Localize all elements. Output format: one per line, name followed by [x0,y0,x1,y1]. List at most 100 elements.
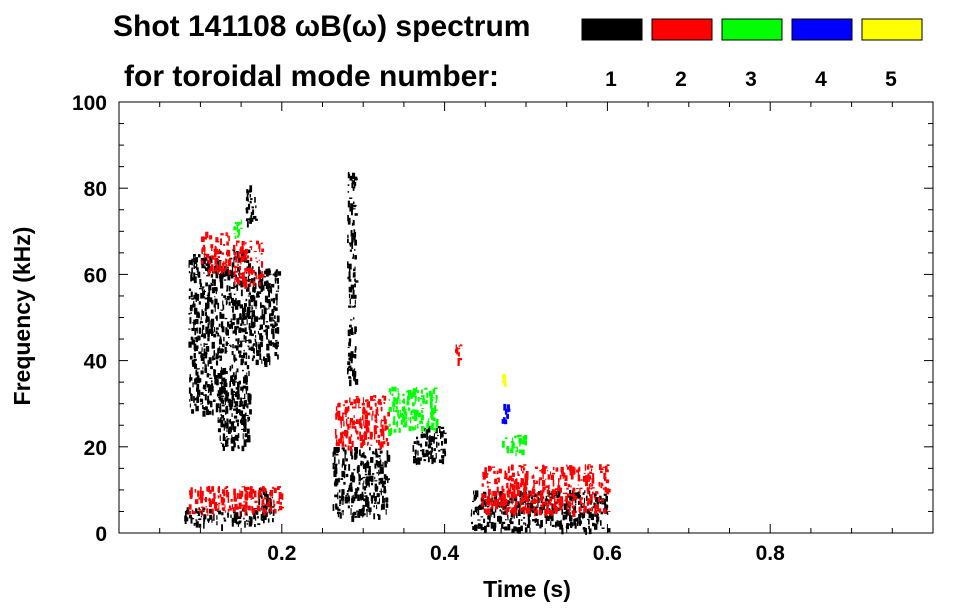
spectrum-cell [204,394,207,401]
spectrum-cell [393,416,395,424]
spectrum-cell [203,266,205,269]
spectrum-cell [275,271,277,277]
spectrum-cell [248,355,250,359]
spectrum-cell [228,270,231,275]
spectrum-cell [198,351,202,355]
spectrum-cell [434,387,438,390]
spectrum-cell [508,503,510,505]
spectrum-cell [350,449,353,457]
spectrum-cell [366,511,368,518]
spectrum-cell [560,466,563,473]
spectrum-cell [255,516,257,521]
spectrum-cell [578,466,581,472]
spectrum-cell [242,278,246,283]
spectrum-cell [383,486,386,490]
spectrum-cell [487,485,489,488]
spectrum-cell [266,308,269,310]
spectrum-cell [570,495,574,502]
spectrum-cell [371,414,373,421]
spectrum-cell [441,455,445,459]
spectrum-cell [417,450,419,456]
spectrum-cell [444,450,447,457]
spectrum-cell [243,334,246,338]
spectrum-cell [200,354,204,359]
spectrum-cell [499,516,503,522]
spectrum-cell [513,513,515,519]
spectrum-cell [511,437,514,442]
spectrum-cell [567,523,571,526]
spectrum-cell [354,326,357,333]
spectrum-cell [265,282,269,289]
spectrum-cell [458,347,461,350]
spectrum-cell [493,470,496,474]
spectrum-cell [379,450,383,454]
spectrum-cell [536,519,539,526]
spectrum-cell [219,406,222,413]
spectrum-cell [337,492,339,500]
spectrum-cell [362,397,364,404]
spectrum-cell [359,437,363,441]
spectrum-cell [211,516,213,523]
spectrum-cell [516,512,518,518]
spectrum-cell [193,323,195,330]
spectrum-cell [428,418,430,422]
spectrum-cell [235,338,238,342]
spectrum-cell [557,485,561,491]
spectrum-cell [578,501,580,505]
spectrum-cell [350,230,353,237]
spectrum-cell [230,514,232,518]
spectrum-cell [437,426,441,428]
spectrum-cell [236,345,239,351]
spectrum-cell [235,358,238,361]
spectrum-cell [275,290,279,292]
spectrum-cell [274,342,278,348]
spectrum-cell [340,478,344,480]
spectrum-cell [225,265,228,269]
spectrum-cell [240,219,242,225]
spectrum-cell [231,519,234,527]
spectrum-cell [606,464,610,466]
spectrum-cell [426,423,430,428]
spectrum-cell [240,227,243,230]
spectrum-cell [224,269,227,271]
spectrum-cell [347,329,351,337]
spectrum-cell [270,490,273,492]
spectrum-cell [243,378,247,384]
spectrum-cell [230,375,234,383]
spectrum-cell [524,473,527,480]
spectrum-cell [364,414,368,420]
spectrum-cell [245,439,249,443]
spectrum-cell [341,489,345,495]
spectrum-cell [203,257,206,265]
spectrum-cell [228,258,231,263]
spectrum-cell [530,503,534,509]
spectrum-cell [347,346,350,348]
spectrum-cell [374,425,377,427]
spectrum-cell [219,317,221,319]
spectrum-cell [531,510,535,513]
spectrum-cell [542,464,545,470]
spectrum-cell [235,506,239,510]
spectrum-cell [363,486,367,491]
spectrum-cell [545,520,548,524]
spectrum-cell [399,399,401,405]
spectrum-cell [262,486,265,490]
spectrum-cell [534,509,538,516]
spectrum-cell [340,433,342,439]
spectrum-cell [358,509,362,513]
spectrum-cell [374,395,377,399]
spectrum-cell [507,467,510,474]
spectrum-cell [346,423,350,427]
spectrum-cell [573,495,576,501]
spectrum-cell [338,489,341,493]
spectrum-cell [421,449,425,455]
spectrum-cell [499,504,502,507]
spectrum-cell [361,453,364,456]
spectrum-cell [353,375,356,381]
spectrum-cell [353,229,356,237]
spectrum-cell [348,376,351,379]
spectrum-cell [373,492,375,496]
spectrum-cell [505,509,508,516]
spectrum-cell [529,491,532,495]
spectrum-cell [334,463,338,466]
